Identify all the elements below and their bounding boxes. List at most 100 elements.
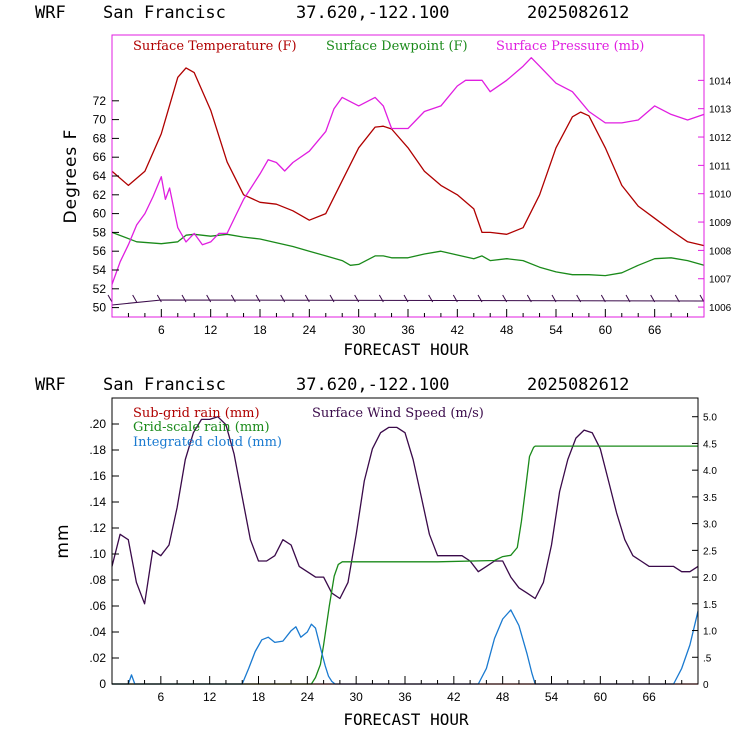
chart2-x-axis-label: FORECAST HOUR [343,710,469,729]
chart2-legend-integrated-cloud: Integrated cloud (mm) [133,435,282,450]
x-tick-label: 30 [349,690,363,704]
wind-barb [477,294,483,303]
y-tick-label: 50 [93,301,107,315]
x-tick-label: 6 [157,690,164,704]
x-tick-label: 48 [496,690,510,704]
wind-barb [255,294,261,303]
chart2-header-init-time: 2025082612 [527,375,629,395]
chart1-header-init-time: 2025082612 [527,3,629,23]
chart1-legend-temperature: Surface Temperature (F) [133,39,297,54]
x-tick-label: 42 [451,323,465,337]
y2-tick-label: 1014 [709,76,732,87]
y2-tick-label: 5.0 [703,413,717,424]
chart1-x-ticks: 6 12 18 24 30 36 42 48 54 60 66 [127,309,689,337]
chart2-integrated-cloud-line [112,609,699,685]
y2-tick-label: 4.5 [703,439,717,450]
wind-barb [156,294,162,303]
x-tick-label: 60 [594,690,608,704]
x-tick-label: 60 [599,323,613,337]
x-tick-label: 66 [648,323,662,337]
y-tick-label: 54 [93,263,107,277]
y2-tick-label: 1006 [709,303,732,314]
wind-barb [107,294,113,303]
chart1-y-ticks: 50 52 54 56 58 60 62 64 66 68 70 72 [93,94,119,315]
x-tick-label: 6 [158,323,165,337]
y-tick-label: .12 [89,521,106,535]
y2-tick-label: 1.0 [703,627,717,638]
y2-tick-label: 1008 [709,246,732,257]
wind-barb [181,294,187,303]
x-tick-label: 54 [545,690,559,704]
y-tick-label: 56 [93,244,107,258]
chart1-y-axis-label: Degrees F [61,129,81,224]
chart1-legend-dewpoint: Surface Dewpoint (F) [326,39,468,54]
chart2-y-ticks: 0 .02 .04 .06 .08 .10 .12 .14 .16 .18 .20 [89,417,119,691]
x-tick-label: 18 [252,690,266,704]
y-tick-label: .06 [89,599,106,613]
y2-tick-label: 1007 [709,275,732,286]
y2-tick-label: 2.0 [703,573,717,584]
chart1-header-model: WRF [35,3,66,23]
y2-tick-label: .5 [703,653,712,664]
y2-tick-label: 1010 [709,190,732,201]
y2-tick-label: 1012 [709,133,732,144]
chart1-header-station: San Francisc [103,3,226,23]
wind-barb [452,294,458,303]
x-tick-label: 42 [447,690,461,704]
wind-barb [329,294,335,303]
x-tick-label: 36 [398,690,412,704]
chart2-x-ticks: 6 12 18 24 30 36 42 48 54 60 66 [127,676,683,704]
y2-tick-label: 1.5 [703,600,717,611]
y2-tick-label: 1013 [709,105,732,116]
wind-barb [230,294,236,303]
chart2-legend-wind-speed: Surface Wind Speed (m/s) [312,406,484,421]
chart1-plot-area [107,57,705,306]
chart2-y2-ticks: 0 .5 1.0 1.5 2.0 2.5 3.0 3.5 4.0 4.5 5.0 [692,413,717,691]
wind-barb [378,294,384,303]
chart2-header-station: San Francisc [103,375,226,395]
y2-tick-label: 3.5 [703,493,717,504]
x-tick-label: 36 [401,323,415,337]
wind-barb [354,294,360,303]
y-tick-label: 66 [93,150,107,164]
x-tick-label: 24 [301,690,315,704]
chart2-legend-gridscale-rain: Grid-scale rain (mm) [133,420,270,435]
chart1-dewpoint-line [111,231,705,277]
x-tick-label: 54 [549,323,563,337]
x-tick-label: 12 [203,690,217,704]
y-tick-label: 60 [93,207,107,221]
wind-barb-baseline [111,299,705,306]
y-tick-label: .08 [89,573,106,587]
y-tick-label: .10 [89,547,106,561]
wind-barb [280,294,286,303]
y-tick-label: 70 [93,113,107,127]
chart1-wind-barbs [107,294,705,306]
chart2-wind-speed-line [111,416,699,605]
temperature-chart: WRF San Francisc 37.620,-122.100 2025082… [35,3,732,359]
chart2-y-axis-label: mm [53,523,73,558]
wind-barb [403,294,409,303]
y2-tick-label: 1011 [709,161,731,172]
y-tick-label: 58 [93,225,107,239]
wind-barb [206,294,212,303]
y2-tick-label: 0 [703,680,709,691]
y-tick-label: 0 [99,677,106,691]
x-tick-label: 12 [204,323,218,337]
x-tick-label: 30 [352,323,366,337]
chart1-header-coordinates: 37.620,-122.100 [296,3,450,23]
y-tick-label: .04 [89,625,106,639]
chart1-legend-pressure: Surface Pressure (mb) [496,39,644,54]
y-tick-label: 72 [93,94,107,108]
chart1-x-axis-label: FORECAST HOUR [343,340,469,359]
y-tick-label: .14 [89,495,106,509]
wind-barb [132,294,138,303]
x-tick-label: 24 [303,323,317,337]
x-tick-label: 48 [500,323,514,337]
precipitation-chart: WRF San Francisc 37.620,-122.100 2025082… [35,375,717,729]
x-tick-label: 66 [642,690,656,704]
chart2-legend-subgrid-rain: Sub-grid rain (mm) [133,406,260,421]
wind-barb [304,294,310,303]
wind-barb [526,294,532,303]
y-tick-label: .20 [89,417,106,431]
